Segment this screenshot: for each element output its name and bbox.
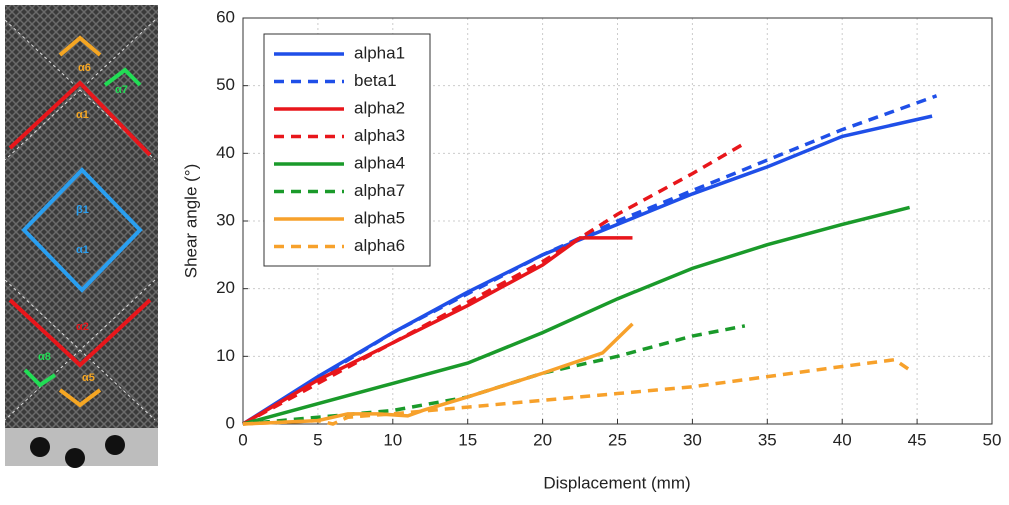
- legend-label: alpha3: [354, 126, 405, 145]
- legend-label: alpha4: [354, 153, 405, 172]
- photo-label: α1: [76, 244, 89, 256]
- x-tick-label: 20: [533, 430, 552, 449]
- x-tick-label: 25: [608, 430, 627, 449]
- legend-label: alpha1: [354, 43, 405, 62]
- x-tick-label: 50: [983, 430, 1002, 449]
- x-axis-label: Displacement (mm): [543, 473, 690, 492]
- x-tick-label: 45: [908, 430, 927, 449]
- y-tick-label: 20: [216, 278, 235, 297]
- y-axis-label: Shear angle (°): [181, 164, 200, 279]
- x-tick-label: 0: [238, 430, 247, 449]
- series-line: [242, 141, 746, 426]
- series-line: [242, 236, 633, 426]
- y-tick-label: 30: [216, 210, 235, 229]
- legend-box: [263, 33, 431, 267]
- y-tick-label: 50: [216, 75, 235, 94]
- series-line: [242, 94, 938, 426]
- legend-label: beta1: [354, 71, 397, 90]
- chart: Displacement (mm) Shear angle (°): [181, 164, 690, 493]
- photo-label: α1: [76, 109, 89, 121]
- y-tick-label: 40: [216, 143, 235, 162]
- photo-label: α5: [82, 372, 95, 384]
- legend-label: alpha6: [354, 236, 405, 255]
- photo-label: α2: [76, 321, 89, 333]
- series-line: [242, 205, 911, 426]
- legend-label: alpha7: [354, 181, 405, 200]
- x-tick-label: 30: [683, 430, 702, 449]
- x-tick-label: 5: [313, 430, 322, 449]
- photo-label: α7: [115, 84, 128, 96]
- legend-label: alpha2: [354, 98, 405, 117]
- x-tick-label: 35: [758, 430, 777, 449]
- specimen-photo: α6 α7 α1 β1 α1 α2 α8 α5: [4, 5, 158, 468]
- photo-label: α6: [78, 62, 91, 74]
- photo-label: β1: [76, 204, 89, 216]
- y-tick-label: 10: [216, 346, 235, 365]
- y-tick-label: 60: [216, 7, 235, 26]
- legend-label: alpha5: [354, 208, 405, 227]
- series-line: [242, 357, 911, 426]
- axes-box: [242, 17, 993, 425]
- x-tick-label: 15: [458, 430, 477, 449]
- photo-label: α8: [38, 351, 51, 363]
- y-tick-label: 0: [226, 413, 235, 432]
- x-tick-label: 40: [833, 430, 852, 449]
- x-tick-label: 10: [383, 430, 402, 449]
